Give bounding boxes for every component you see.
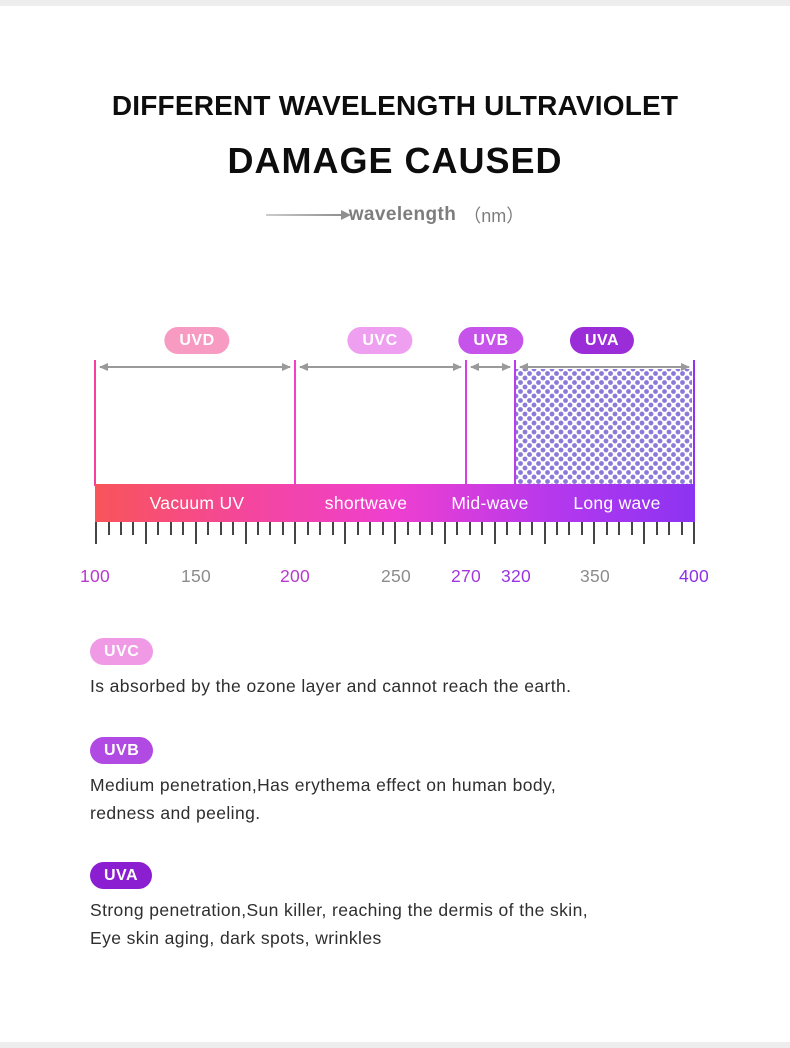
ruler-tick xyxy=(506,522,509,535)
ruler-tick xyxy=(556,522,558,535)
ruler-tick xyxy=(643,522,646,544)
ruler-tick xyxy=(381,522,384,535)
segment-label-mid-wave: Mid-wave xyxy=(451,493,529,513)
ruler-tick xyxy=(244,522,247,544)
ruler-tick xyxy=(493,522,496,544)
ruler-tick xyxy=(394,522,396,544)
ruler-tick xyxy=(406,522,409,535)
ruler-tick xyxy=(418,522,421,535)
ruler xyxy=(95,522,695,546)
ruler-tick xyxy=(119,522,122,535)
range-arrow-uvb xyxy=(470,362,511,371)
ruler-tick xyxy=(356,522,359,535)
band-badge-uva: UVA xyxy=(569,327,635,354)
ruler-tick xyxy=(468,522,471,535)
legend-text-uvb: Medium penetration,Has erythema effect o… xyxy=(90,775,557,823)
ruler-tick xyxy=(531,522,533,535)
scale-label-270: 270 xyxy=(450,566,482,586)
guide-line-270 xyxy=(465,360,467,486)
spectrum-bar: Vacuum UV shortwave Mid-wave Long wave xyxy=(95,484,695,522)
band-badge-uvb: UVB xyxy=(458,327,524,354)
ruler-tick xyxy=(568,522,571,535)
ruler-tick xyxy=(481,522,484,535)
ruler-tick xyxy=(618,522,621,535)
scale-label-200: 200 xyxy=(279,566,311,586)
ruler-tick xyxy=(269,522,272,535)
uva-dotted-region xyxy=(516,369,692,484)
ruler-tick xyxy=(655,522,658,535)
legend-badge-uva: UVA xyxy=(90,862,153,889)
ruler-tick xyxy=(331,522,334,535)
legend-badge-uvc: UVC xyxy=(90,638,154,665)
guide-line-320 xyxy=(514,360,516,486)
band-badge-uvd: UVD xyxy=(164,327,230,354)
ruler-tick xyxy=(95,522,97,544)
page-subtitle: DAMAGE CAUSED xyxy=(227,140,563,181)
ruler-tick xyxy=(456,522,459,535)
legend-badge-uvb: UVB xyxy=(90,737,154,764)
ruler-tick xyxy=(580,522,583,535)
ruler-tick xyxy=(194,522,197,544)
legend-text-uvc: Is absorbed by the ozone layer and canno… xyxy=(90,676,572,696)
ruler-tick xyxy=(630,522,633,535)
ruler-tick xyxy=(431,522,434,535)
ruler-tick xyxy=(369,522,372,535)
right-arrow-icon xyxy=(265,210,351,220)
ruler-tick xyxy=(182,522,185,535)
guide-line-400 xyxy=(693,360,695,486)
page-title: DIFFERENT WAVELENGTH ULTRAVIOLET xyxy=(111,90,679,121)
scale-label-150: 150 xyxy=(180,566,212,586)
guide-line-100 xyxy=(94,360,96,486)
ruler-tick xyxy=(219,522,222,535)
ruler-tick xyxy=(132,522,135,535)
ruler-tick xyxy=(281,522,284,535)
scale-label-350: 350 xyxy=(579,566,611,586)
range-arrow-uvc xyxy=(299,362,462,371)
legend-text-uva: Strong penetration,Sun killer, reaching … xyxy=(90,900,588,948)
ruler-tick xyxy=(157,522,160,535)
ruler-tick xyxy=(257,522,259,535)
bottom-border xyxy=(0,1042,790,1048)
ruler-tick xyxy=(518,522,521,535)
ruler-tick xyxy=(294,522,297,544)
scale-label-400: 400 xyxy=(678,566,710,586)
top-border xyxy=(0,0,790,6)
scale-label-320: 320 xyxy=(500,566,532,586)
ruler-tick xyxy=(680,522,683,535)
scale-label-250: 250 xyxy=(380,566,412,586)
ruler-tick xyxy=(605,522,608,535)
axis-unit: （nm） xyxy=(463,206,525,226)
segment-label-vacuum-uv: Vacuum UV xyxy=(149,493,245,513)
ruler-tick xyxy=(543,522,546,544)
segment-label-long-wave: Long wave xyxy=(573,493,661,513)
ruler-tick xyxy=(306,522,309,535)
ruler-tick xyxy=(232,522,234,535)
range-arrow-uvd xyxy=(99,362,291,371)
segment-label-shortwave: shortwave xyxy=(324,493,408,513)
ruler-tick xyxy=(344,522,347,544)
ruler-tick xyxy=(207,522,210,535)
ruler-tick xyxy=(144,522,147,544)
range-arrow-uva xyxy=(519,362,690,371)
ruler-tick xyxy=(319,522,322,535)
band-badge-uvc: UVC xyxy=(347,327,413,354)
ruler-tick xyxy=(443,522,446,544)
ruler-tick xyxy=(107,522,110,535)
axis-label: wavelength xyxy=(348,204,457,225)
guide-line-200 xyxy=(294,360,296,486)
ruler-tick xyxy=(593,522,596,544)
ruler-tick xyxy=(169,522,172,535)
ruler-tick xyxy=(693,522,695,544)
scale-label-100: 100 xyxy=(79,566,111,586)
wavelength-caption: wavelength （nm） xyxy=(0,202,790,228)
ruler-tick xyxy=(668,522,671,535)
